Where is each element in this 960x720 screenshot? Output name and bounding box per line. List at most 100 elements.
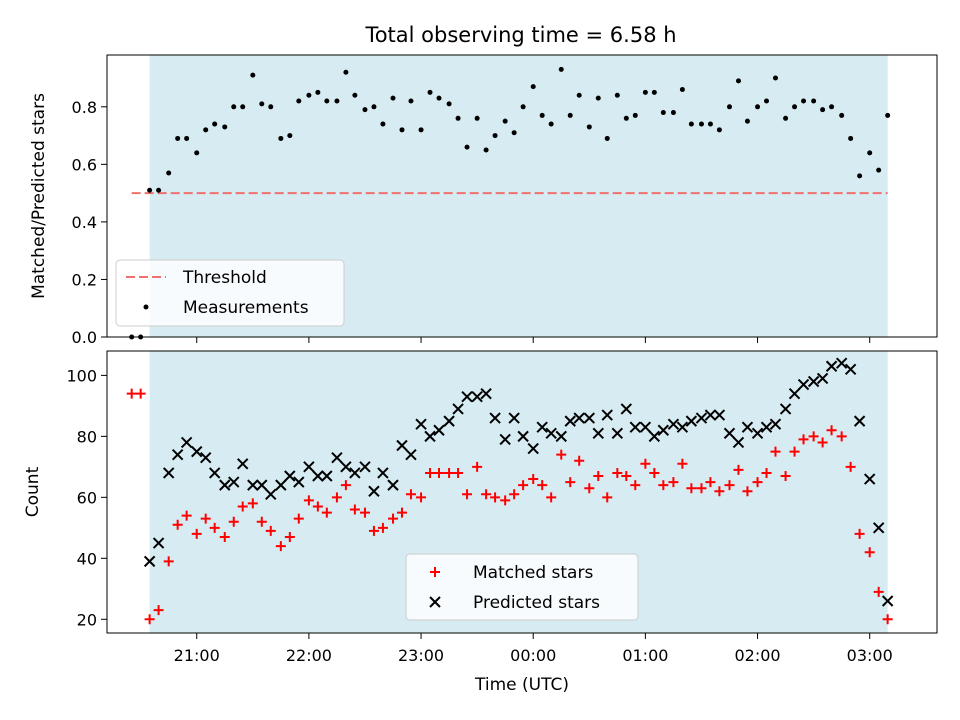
matched-star-point <box>237 501 248 512</box>
matched-star-point <box>509 489 520 500</box>
matched-star-point <box>574 455 585 466</box>
matched-star-point <box>200 513 211 524</box>
measurement-point <box>586 124 592 130</box>
count-legend-box <box>405 553 639 621</box>
measurement-point <box>857 173 863 179</box>
measurement-point <box>492 133 498 139</box>
matched-star-point <box>724 480 735 491</box>
matched-star-point <box>135 388 146 399</box>
count-y-ticks: 20 40 60 80 100 <box>66 366 107 629</box>
ratio-legend-box <box>115 259 345 327</box>
matched-star-point <box>181 510 192 521</box>
predicted-star-point <box>359 461 371 473</box>
measurement-point <box>867 150 873 156</box>
predicted-star-point <box>387 479 399 491</box>
legend-matched-swatch <box>430 567 440 577</box>
matched-star-point <box>789 446 800 457</box>
predicted-star-point <box>489 412 501 424</box>
count-y-tick-label: 20 <box>77 610 97 629</box>
measurement-point <box>156 187 162 193</box>
matched-star-point <box>219 531 230 542</box>
matched-star-point <box>284 531 295 542</box>
measurement-point <box>306 92 312 98</box>
measurement-point <box>811 98 817 104</box>
predicted-star-point <box>396 439 408 452</box>
predicted-star-point <box>321 470 333 482</box>
measurement-point <box>548 121 554 127</box>
measurement-point <box>744 118 750 124</box>
matched-star-point <box>265 525 276 536</box>
matched-star-point <box>453 467 464 478</box>
matched-star-point <box>293 513 304 524</box>
predicted-star-point <box>199 451 212 464</box>
matched-star-point <box>845 461 856 472</box>
predicted-star-point <box>545 427 557 440</box>
count-x-ticks: 21:00 22:00 23:00 00:00 01:00 02:00 03:00 <box>174 633 893 665</box>
matched-star-point <box>546 492 557 503</box>
measurement-point <box>716 127 722 133</box>
matched-star-point <box>172 519 183 530</box>
matched-star-point <box>882 614 893 625</box>
matched-star-point <box>500 495 511 506</box>
matched-star-point <box>602 492 613 503</box>
measurement-point <box>558 66 564 72</box>
predicted-star-point <box>275 479 287 491</box>
chart-title: Total observing time = 6.58 h <box>364 23 676 47</box>
ratio-panel: 0.00.20.40.60.8 Matched/Predicted stars … <box>29 54 938 347</box>
predicted-star-point <box>648 430 661 443</box>
count-y-tick-label: 100 <box>66 366 97 385</box>
ratio-y-ticks: 0.0 0.2 0.4 0.6 0.8 <box>72 98 107 347</box>
matched-star-point <box>677 458 688 469</box>
matched-star-point <box>144 614 155 625</box>
measurement-point <box>259 101 265 107</box>
matched-star-point <box>780 470 791 481</box>
predicted-star-point <box>256 479 268 491</box>
predicted-star-point <box>797 378 810 391</box>
measurement-point <box>632 112 638 118</box>
predicted-star-point <box>424 430 436 443</box>
measurement-point <box>231 104 237 110</box>
measurement-point <box>418 127 424 133</box>
matched-star-point <box>770 446 781 457</box>
measurement-point <box>446 101 452 107</box>
measurement-point <box>876 167 882 173</box>
predicted-star-point <box>685 415 698 427</box>
ratio-x-ticks <box>196 337 871 343</box>
predicted-star-point <box>751 427 764 440</box>
measurement-point <box>212 121 218 127</box>
predicted-star-point <box>191 445 203 458</box>
measurement-point <box>839 112 845 118</box>
count-x-tick-label: 23:00 <box>398 646 444 665</box>
measurement-point <box>820 107 826 113</box>
matched-star-point <box>303 495 314 506</box>
ratio-legend: Threshold Measurements <box>115 259 345 327</box>
measurement-point <box>278 135 284 141</box>
matched-star-point <box>556 449 567 460</box>
count-panel: 20 40 60 80 100 21:00 22:00 23:00 00:00 01:00 02:… <box>23 350 938 695</box>
matched-star-point <box>808 431 819 442</box>
count-y-tick-label: 80 <box>77 427 97 446</box>
matched-star-point <box>416 492 427 503</box>
ratio-y-axis-label: Matched/Predicted stars <box>29 93 49 299</box>
predicted-star-point <box>152 537 165 549</box>
measurement-point <box>707 121 713 127</box>
measurement-point <box>772 75 778 81</box>
matched-star-point <box>537 480 548 491</box>
matched-star-point <box>733 464 744 475</box>
matched-star-point <box>593 470 604 481</box>
legend-measurements-swatch <box>143 304 149 310</box>
matched-star-point <box>873 586 884 597</box>
ratio-y-tick-label: 0.0 <box>72 328 97 347</box>
predicted-star-point <box>825 360 838 372</box>
measurement-point <box>408 98 414 104</box>
matched-star-point <box>696 483 707 494</box>
predicted-star-point <box>853 415 866 427</box>
matched-star-point <box>349 504 360 515</box>
measurement-point <box>371 104 377 110</box>
measurement-point <box>436 95 442 101</box>
measurement-point <box>727 104 732 110</box>
measurement-point <box>343 69 349 75</box>
measurement-point <box>483 147 489 153</box>
matched-star-point <box>864 547 875 558</box>
matched-star-point <box>742 486 753 497</box>
